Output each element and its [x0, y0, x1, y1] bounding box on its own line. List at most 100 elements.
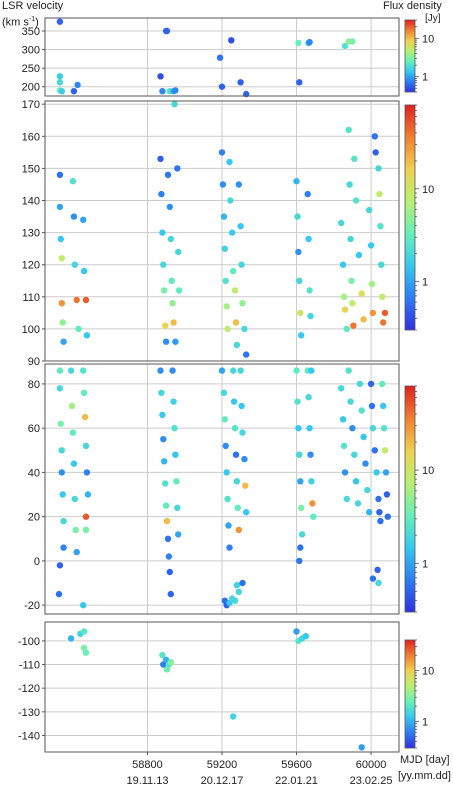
data-point: [372, 149, 379, 156]
data-point: [358, 744, 365, 751]
y-tick-label: -20: [24, 600, 40, 612]
data-point: [56, 18, 64, 25]
data-point: [75, 325, 82, 333]
data-point: [237, 367, 244, 374]
data-point: [356, 380, 364, 388]
data-point: [159, 411, 166, 419]
data-point: [297, 544, 304, 551]
data-point: [243, 509, 250, 516]
data-point: [56, 171, 64, 178]
data-point: [164, 171, 172, 178]
data-point: [80, 367, 87, 374]
data-point: [366, 509, 373, 516]
y-tick-label: 40: [28, 467, 40, 479]
colorbar-4: 1 10: [404, 639, 434, 749]
data-point: [60, 517, 67, 525]
data-point: [216, 54, 224, 61]
data-point: [235, 588, 242, 596]
colorbar-2: 1 10: [404, 104, 434, 331]
data-point: [381, 447, 389, 454]
y-tick-label: 120: [22, 260, 40, 272]
data-point: [72, 526, 79, 534]
data-point: [226, 158, 233, 166]
data-point: [80, 216, 87, 223]
data-point: [377, 223, 384, 230]
data-point: [235, 526, 242, 534]
data-point: [164, 535, 172, 542]
data-point: [222, 442, 229, 450]
data-point: [67, 635, 75, 642]
data-point: [306, 425, 313, 432]
data-point: [160, 661, 167, 668]
colorbar-3: 1 10: [404, 385, 434, 613]
data-point: [341, 306, 349, 313]
data-point: [376, 509, 383, 516]
data-point: [80, 628, 88, 635]
data-point: [58, 469, 65, 476]
y-tick-label: 170: [22, 99, 40, 111]
data-point: [230, 713, 237, 720]
data-point: [358, 407, 365, 414]
data-point: [360, 316, 367, 323]
data-point: [58, 88, 65, 95]
panel-frame: [44, 363, 400, 615]
data-point: [305, 235, 312, 243]
data-point: [220, 213, 228, 220]
data-point: [82, 526, 90, 534]
panel-frame: [44, 17, 400, 97]
data-point: [60, 544, 67, 551]
data-point: [368, 402, 376, 410]
data-point: [352, 478, 360, 485]
data-point: [295, 248, 302, 256]
data-point: [231, 287, 239, 294]
y-tick-label: 90: [28, 356, 40, 368]
data-point: [82, 442, 90, 450]
data-point: [68, 402, 76, 410]
data-point: [157, 367, 164, 374]
data-point: [369, 309, 377, 317]
data-point: [232, 319, 240, 326]
data-point: [362, 460, 369, 467]
data-point: [241, 455, 248, 463]
data-point: [351, 451, 358, 458]
data-point: [341, 42, 349, 50]
colorbar-tick-label: 1: [422, 558, 428, 570]
data-point: [239, 300, 246, 307]
x-axis-title-date: [yy.mm.dd]: [398, 770, 451, 782]
data-point: [307, 451, 314, 458]
data-point: [58, 447, 65, 454]
y-tick-label: -140: [18, 730, 40, 742]
data-point: [174, 504, 181, 511]
data-point: [168, 277, 175, 284]
data-point: [82, 513, 90, 520]
y-tick-label: -130: [18, 707, 40, 719]
data-point: [233, 478, 241, 485]
x-tick-label-mjd: 60000: [356, 759, 387, 771]
data-point: [366, 206, 373, 214]
data-point: [296, 79, 303, 86]
data-point: [378, 261, 385, 268]
data-point: [239, 429, 246, 436]
y-tick-label: 300: [22, 45, 40, 57]
data-point: [306, 38, 313, 46]
data-point: [165, 553, 173, 560]
data-point: [218, 149, 226, 156]
data-point: [298, 504, 305, 511]
data-point: [293, 628, 300, 635]
data-point: [307, 312, 314, 320]
data-point: [382, 469, 390, 476]
data-point: [56, 385, 64, 392]
colorbar-gradient: [404, 639, 416, 749]
data-point: [233, 341, 241, 349]
data-point: [339, 261, 347, 268]
y-tick-label: 100: [22, 324, 40, 336]
data-point: [230, 367, 237, 374]
data-point: [360, 433, 367, 441]
data-point: [69, 429, 77, 436]
data-point: [219, 181, 227, 188]
data-point: [367, 380, 375, 388]
y-tick-label: 110: [22, 292, 40, 304]
data-point: [175, 248, 182, 256]
data-point: [169, 300, 176, 307]
data-point: [232, 451, 240, 458]
